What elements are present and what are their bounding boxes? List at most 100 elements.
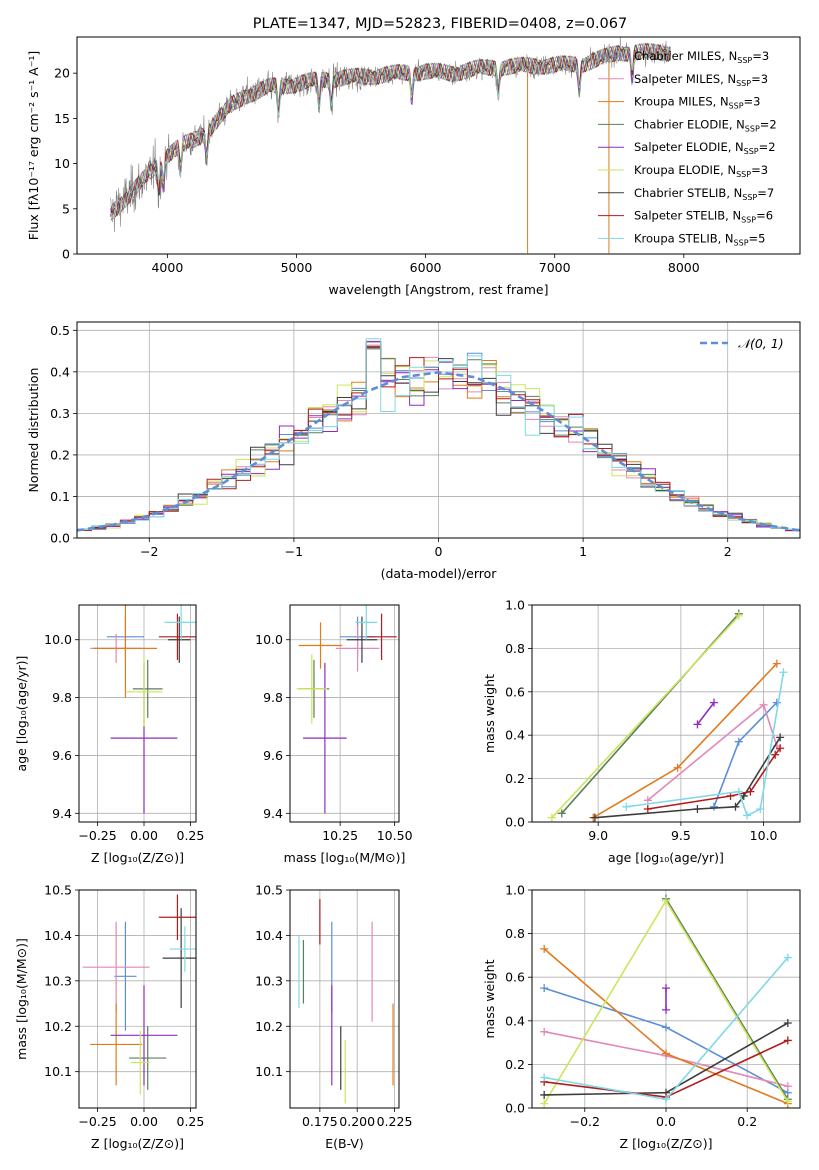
errorbar-chabrier-stelib bbox=[168, 616, 191, 663]
y-axis-label: mass [log₁₀(M/M⊙)] bbox=[14, 938, 29, 1060]
axes-frame bbox=[76, 36, 801, 255]
weight-marker bbox=[540, 944, 549, 953]
legend-subscript: SSP bbox=[736, 79, 751, 88]
y-tick-label: 9.8 bbox=[52, 690, 72, 705]
x-axis-label: age [log₁₀(age/yr)] bbox=[608, 850, 724, 865]
y-tick-label: 1.0 bbox=[505, 598, 525, 613]
x-tick-label: 10.50 bbox=[377, 828, 413, 843]
weight-marker bbox=[662, 1049, 670, 1058]
weight-marker bbox=[756, 804, 765, 813]
legend-value: =2 bbox=[760, 117, 777, 131]
y-tick-label: 9.4 bbox=[52, 806, 72, 821]
weight-marker bbox=[540, 984, 549, 993]
weight-marker bbox=[540, 1027, 549, 1036]
x-tick-label: 0.200 bbox=[339, 1114, 375, 1129]
spectrum-title: PLATE=1347, MJD=52823, FIBERID=0408, z=0… bbox=[253, 16, 627, 32]
x-tick-label: 7000 bbox=[539, 260, 571, 275]
legend-value: =6 bbox=[756, 209, 773, 223]
x-tick-label: −2 bbox=[140, 544, 158, 559]
weight-marker bbox=[743, 811, 752, 820]
weight-marker bbox=[776, 744, 785, 753]
legend-entry: Chabrier STELIB, NSSP=7 bbox=[634, 186, 774, 202]
plot-area bbox=[77, 338, 800, 532]
weight-marker bbox=[746, 787, 755, 796]
errorbar-kroupa-elodie bbox=[131, 1030, 150, 1095]
weight-marker bbox=[731, 802, 740, 811]
weight-marker bbox=[557, 809, 566, 818]
y-tick-label: 0.3 bbox=[50, 406, 70, 421]
legend-entry: Salpeter STELIB, NSSP=6 bbox=[634, 209, 773, 225]
y-tick-label: 10.0 bbox=[255, 632, 283, 647]
weight-line bbox=[594, 736, 781, 819]
y-tick-label: 0.2 bbox=[505, 1057, 525, 1072]
x-tick-label: 0.2 bbox=[737, 1114, 757, 1129]
spectrum-panel: 4000 5000 6000 7000 8000 0 5 10 15 20 wavelength [… bbox=[26, 36, 801, 297]
y-tick-label: 9.8 bbox=[263, 690, 283, 705]
weight-series-salpeter-elodie bbox=[662, 984, 670, 1014]
x-tick-label: 0 bbox=[435, 544, 443, 559]
y-tick-label: 0.0 bbox=[50, 531, 70, 546]
legend: 𝒩(0, 1) bbox=[700, 336, 784, 351]
x-tick-label: 0.0 bbox=[656, 1114, 676, 1129]
mass-vs-reddening-panel: 0.175 0.200 0.225 10.1 10.2 10.3 10.4 10.5 E(B-V… bbox=[255, 883, 412, 1152]
legend-subscript: SSP bbox=[736, 170, 751, 179]
legend-subscript: SSP bbox=[737, 56, 752, 65]
errorbar-chabrier-stelib bbox=[162, 908, 196, 1009]
y-tick-label: 0.6 bbox=[505, 684, 525, 699]
weight-marker bbox=[709, 698, 718, 707]
y-tick-label: 10.2 bbox=[255, 1019, 283, 1034]
legend-value: =7 bbox=[757, 186, 774, 200]
x-axis-label: mass [log₁₀(M/M⊙)] bbox=[284, 850, 406, 865]
x-axis-label: Z [log₁₀(Z/Z⊙)] bbox=[91, 1136, 184, 1151]
y-tick-label: 9.4 bbox=[263, 806, 283, 821]
x-axis-label: Z [log₁₀(Z/Z⊙)] bbox=[91, 850, 184, 865]
legend-entry: Salpeter ELODIE, NSSP=2 bbox=[634, 140, 776, 156]
x-axis-label: wavelength [Angstrom, rest frame] bbox=[328, 282, 548, 297]
y-tick-label: 0.4 bbox=[50, 364, 70, 379]
y-tick-label: 9.6 bbox=[263, 748, 283, 763]
y-axis-label: Normed distribution bbox=[26, 368, 41, 493]
y-tick-label: 0.2 bbox=[505, 771, 525, 786]
weight-marker bbox=[772, 659, 781, 668]
axes-frame bbox=[76, 321, 801, 539]
weight-marker bbox=[734, 611, 743, 620]
legend-value: =5 bbox=[749, 231, 766, 245]
errorbar-chabrier-stelib bbox=[346, 616, 378, 663]
plot-area bbox=[90, 605, 196, 814]
errorbar-salpeter-stelib bbox=[158, 613, 196, 660]
weight-series-kroupa-miles bbox=[589, 659, 781, 822]
weight-marker bbox=[590, 813, 599, 822]
legend-value: =3 bbox=[751, 163, 768, 177]
weight-marker bbox=[776, 733, 785, 742]
weight-marker bbox=[771, 750, 780, 759]
y-tick-label: 10.2 bbox=[44, 1019, 72, 1034]
x-tick-label: −0.2 bbox=[570, 1114, 600, 1129]
errorbar-chabrier-elodie bbox=[132, 659, 163, 718]
y-tick-label: 1.0 bbox=[505, 883, 525, 898]
errorbar-chabrier-elodie bbox=[129, 1026, 167, 1090]
y-tick-label: 10.4 bbox=[255, 928, 283, 943]
y-axis-label: age [log₁₀(age/yr)] bbox=[14, 656, 29, 772]
y-tick-label: 10.3 bbox=[255, 973, 283, 988]
errorbar-kroupa-elodie bbox=[125, 657, 163, 727]
weight-marker bbox=[540, 1099, 549, 1108]
y-tick-label: 10 bbox=[54, 156, 70, 171]
y-tick-label: 0.0 bbox=[505, 1101, 525, 1116]
legend-subscript: SSP bbox=[744, 147, 759, 156]
y-axis-label: Flux [fλ10⁻¹⁷ erg cm⁻² s⁻¹ A⁻¹] bbox=[26, 51, 41, 240]
weight-marker bbox=[783, 1018, 792, 1027]
weight-line bbox=[551, 615, 740, 819]
errorbar-kroupa-miles bbox=[90, 1003, 143, 1086]
weight-marker bbox=[779, 668, 788, 677]
legend-entry: 𝒩(0, 1) bbox=[738, 336, 784, 351]
x-tick-label: 4000 bbox=[151, 260, 183, 275]
legend-subscript: SSP bbox=[742, 193, 757, 202]
y-axis-label: mass weight bbox=[482, 959, 497, 1038]
errorbar-kroupa-elodie bbox=[296, 654, 328, 724]
y-tick-label: 15 bbox=[54, 111, 70, 126]
errorbar-kroupa-miles bbox=[298, 622, 343, 669]
legend-value: =3 bbox=[751, 72, 768, 86]
x-tick-label: 0.00 bbox=[130, 1114, 158, 1129]
weight-marker bbox=[662, 896, 670, 905]
